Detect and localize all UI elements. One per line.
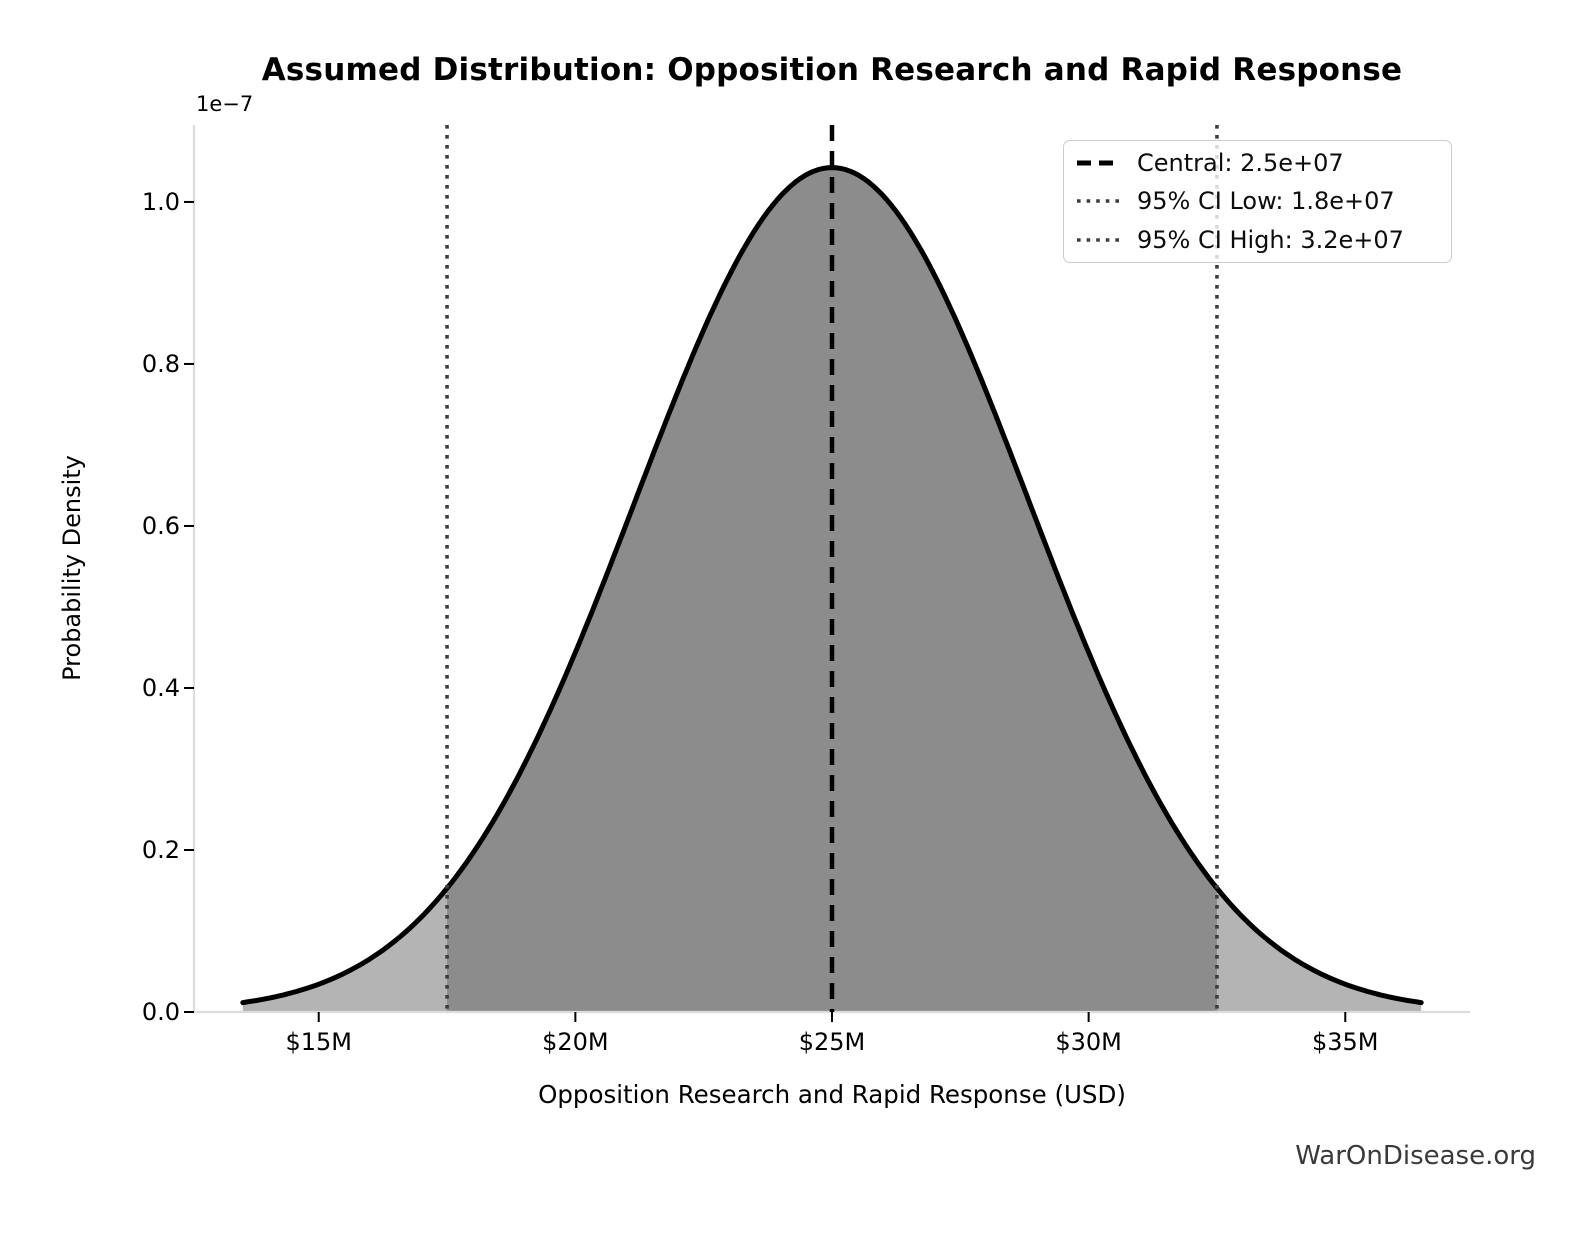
- legend: Central: 2.5e+07 95% CI Low: 1.8e+07 95% C…: [1063, 140, 1452, 263]
- watermark: WarOnDisease.org: [1295, 1141, 1536, 1171]
- y-tick-label: 0.6: [141, 511, 180, 540]
- density-fill-ci: [447, 167, 1217, 1013]
- legend-entry: 95% CI Low: 1.8e+07: [1076, 183, 1439, 219]
- y-tick-label: 0.2: [141, 835, 180, 864]
- chart-title: Assumed Distribution: Opposition Researc…: [261, 52, 1403, 88]
- legend-label: 95% CI Low: 1.8e+07: [1137, 187, 1395, 216]
- legend-label: Central: 2.5e+07: [1137, 149, 1344, 178]
- y-axis-label: Probability Density: [58, 455, 86, 681]
- x-tick-label: $20M: [542, 1028, 609, 1056]
- x-tick-label: $35M: [1312, 1028, 1379, 1056]
- y-tick-label: 0.0: [141, 998, 180, 1026]
- x-tick-label: $15M: [285, 1028, 352, 1056]
- y-tick-label: 1.0: [141, 187, 180, 216]
- density-curve: [240, 165, 1424, 1006]
- x-tick-label: $30M: [1055, 1028, 1122, 1056]
- y-tick-label: 0.8: [141, 349, 180, 378]
- dotted-line-swatch: [1077, 238, 1121, 242]
- y-tick-label: 0.4: [141, 673, 180, 702]
- y-axis-offset-label: 1e−7: [196, 92, 254, 116]
- x-axis-label: Opposition Research and Rapid Response (…: [538, 1080, 1126, 1109]
- dotted-line-swatch: [1077, 199, 1121, 204]
- x-tick-label: $25M: [798, 1028, 866, 1056]
- dashed-line-swatch: [1077, 160, 1121, 166]
- legend-label: 95% CI High: 3.2e+07: [1137, 225, 1404, 254]
- legend-entry: 95% CI High: 3.2e+07: [1076, 222, 1439, 258]
- legend-entry: Central: 2.5e+07: [1076, 145, 1439, 181]
